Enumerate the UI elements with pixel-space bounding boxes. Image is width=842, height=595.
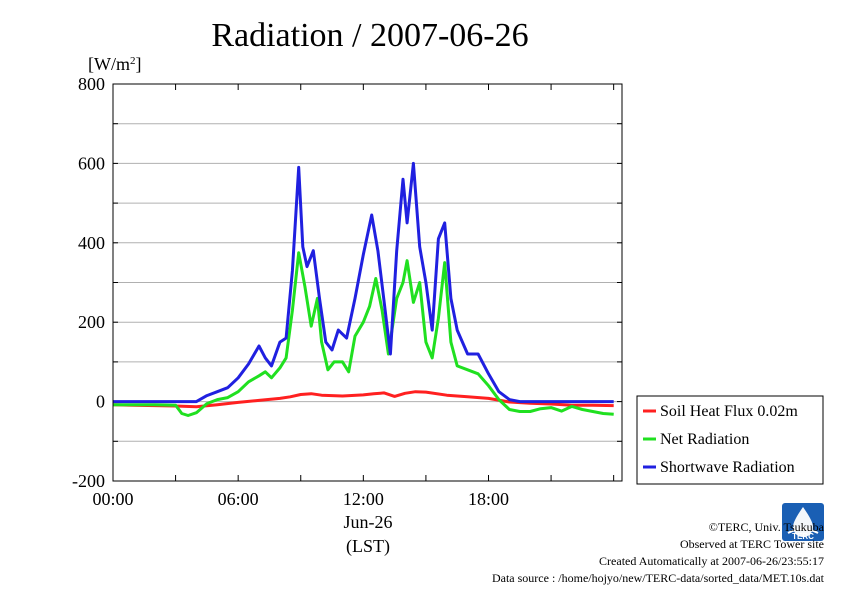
series-line-3 xyxy=(113,161,614,404)
created-text: Created Automatically at 2007-06-26/23:5… xyxy=(599,554,824,568)
observed-text: Observed at TERC Tower site xyxy=(679,537,824,551)
x-tick-labels: 00:00 06:00 12:00 18:00 xyxy=(92,489,509,509)
y-tick-label: 400 xyxy=(78,233,105,253)
legend-box xyxy=(636,395,824,485)
grid-lines xyxy=(112,83,622,482)
x-unit-label: (LST) xyxy=(346,536,390,557)
copyright-text: ©TERC, Univ. Tsukuba xyxy=(708,520,824,534)
terc-logo-text: TERC xyxy=(792,532,814,541)
legend-label: Net Radiation xyxy=(660,431,749,448)
legend: Soil Heat Flux 0.02m Net Radiation Shortwa… xyxy=(636,395,824,485)
legend-label: Shortwave Radiation xyxy=(660,459,795,476)
legend-label: Soil Heat Flux 0.02m xyxy=(660,403,798,420)
y-tick-label: 0 xyxy=(96,392,105,412)
y-tick-label: -200 xyxy=(72,471,105,491)
series-line-1 xyxy=(112,390,614,409)
data-source-text: Data source : /home/hojyo/new/TERC-data/… xyxy=(491,571,824,585)
series-lines xyxy=(112,161,614,417)
plot-frame xyxy=(112,83,623,482)
y-tick-label: 800 xyxy=(78,74,105,94)
y-tick-label: 600 xyxy=(78,153,105,173)
terc-logo: TERC xyxy=(782,503,824,541)
x-tick-label: 12:00 xyxy=(343,489,384,509)
chart-title: Radiation / 2007-06-26 xyxy=(211,17,528,54)
x-tick-label: 06:00 xyxy=(218,489,259,509)
x-date-label: Jun-26 xyxy=(344,512,393,532)
x-tick-label: 18:00 xyxy=(468,489,509,509)
series-line-2 xyxy=(113,251,614,417)
y-tick-labels: -200 0 200 400 600 800 xyxy=(72,74,105,491)
y-tick-label: 200 xyxy=(78,312,105,332)
y-axis-label: [W/m2] xyxy=(88,54,142,74)
x-tick-label: 00:00 xyxy=(92,489,133,509)
